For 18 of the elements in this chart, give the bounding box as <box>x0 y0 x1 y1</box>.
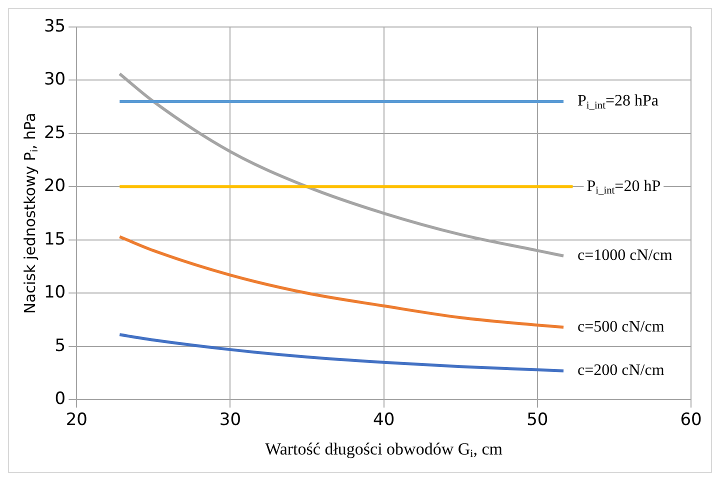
line-series <box>118 235 566 329</box>
x-tick-label: 30 <box>219 410 242 430</box>
series-label: c=200 cN/cm <box>578 362 665 380</box>
y-tick-label: 0 <box>54 389 66 410</box>
y-axis-title: Nacisk jednostkowy Pi, hPa <box>20 112 40 314</box>
y-tick-label: 15 <box>44 229 66 250</box>
y-tick-label: 25 <box>44 122 66 143</box>
y-tick-label: 30 <box>44 70 66 90</box>
x-tick-label: 40 <box>372 410 395 430</box>
y-tick-label: 20 <box>44 176 66 196</box>
x-tick-label: 50 <box>526 410 548 430</box>
series-label: c=500 cN/cm <box>578 318 665 336</box>
x-tick-label: 60 <box>680 410 702 430</box>
line-series <box>118 333 566 372</box>
series-label: c=1000 cN/cm <box>578 247 673 264</box>
y-tick-label: 35 <box>44 16 66 36</box>
y-tick-label: 5 <box>54 336 66 356</box>
y-tick-label: 10 <box>44 282 66 303</box>
